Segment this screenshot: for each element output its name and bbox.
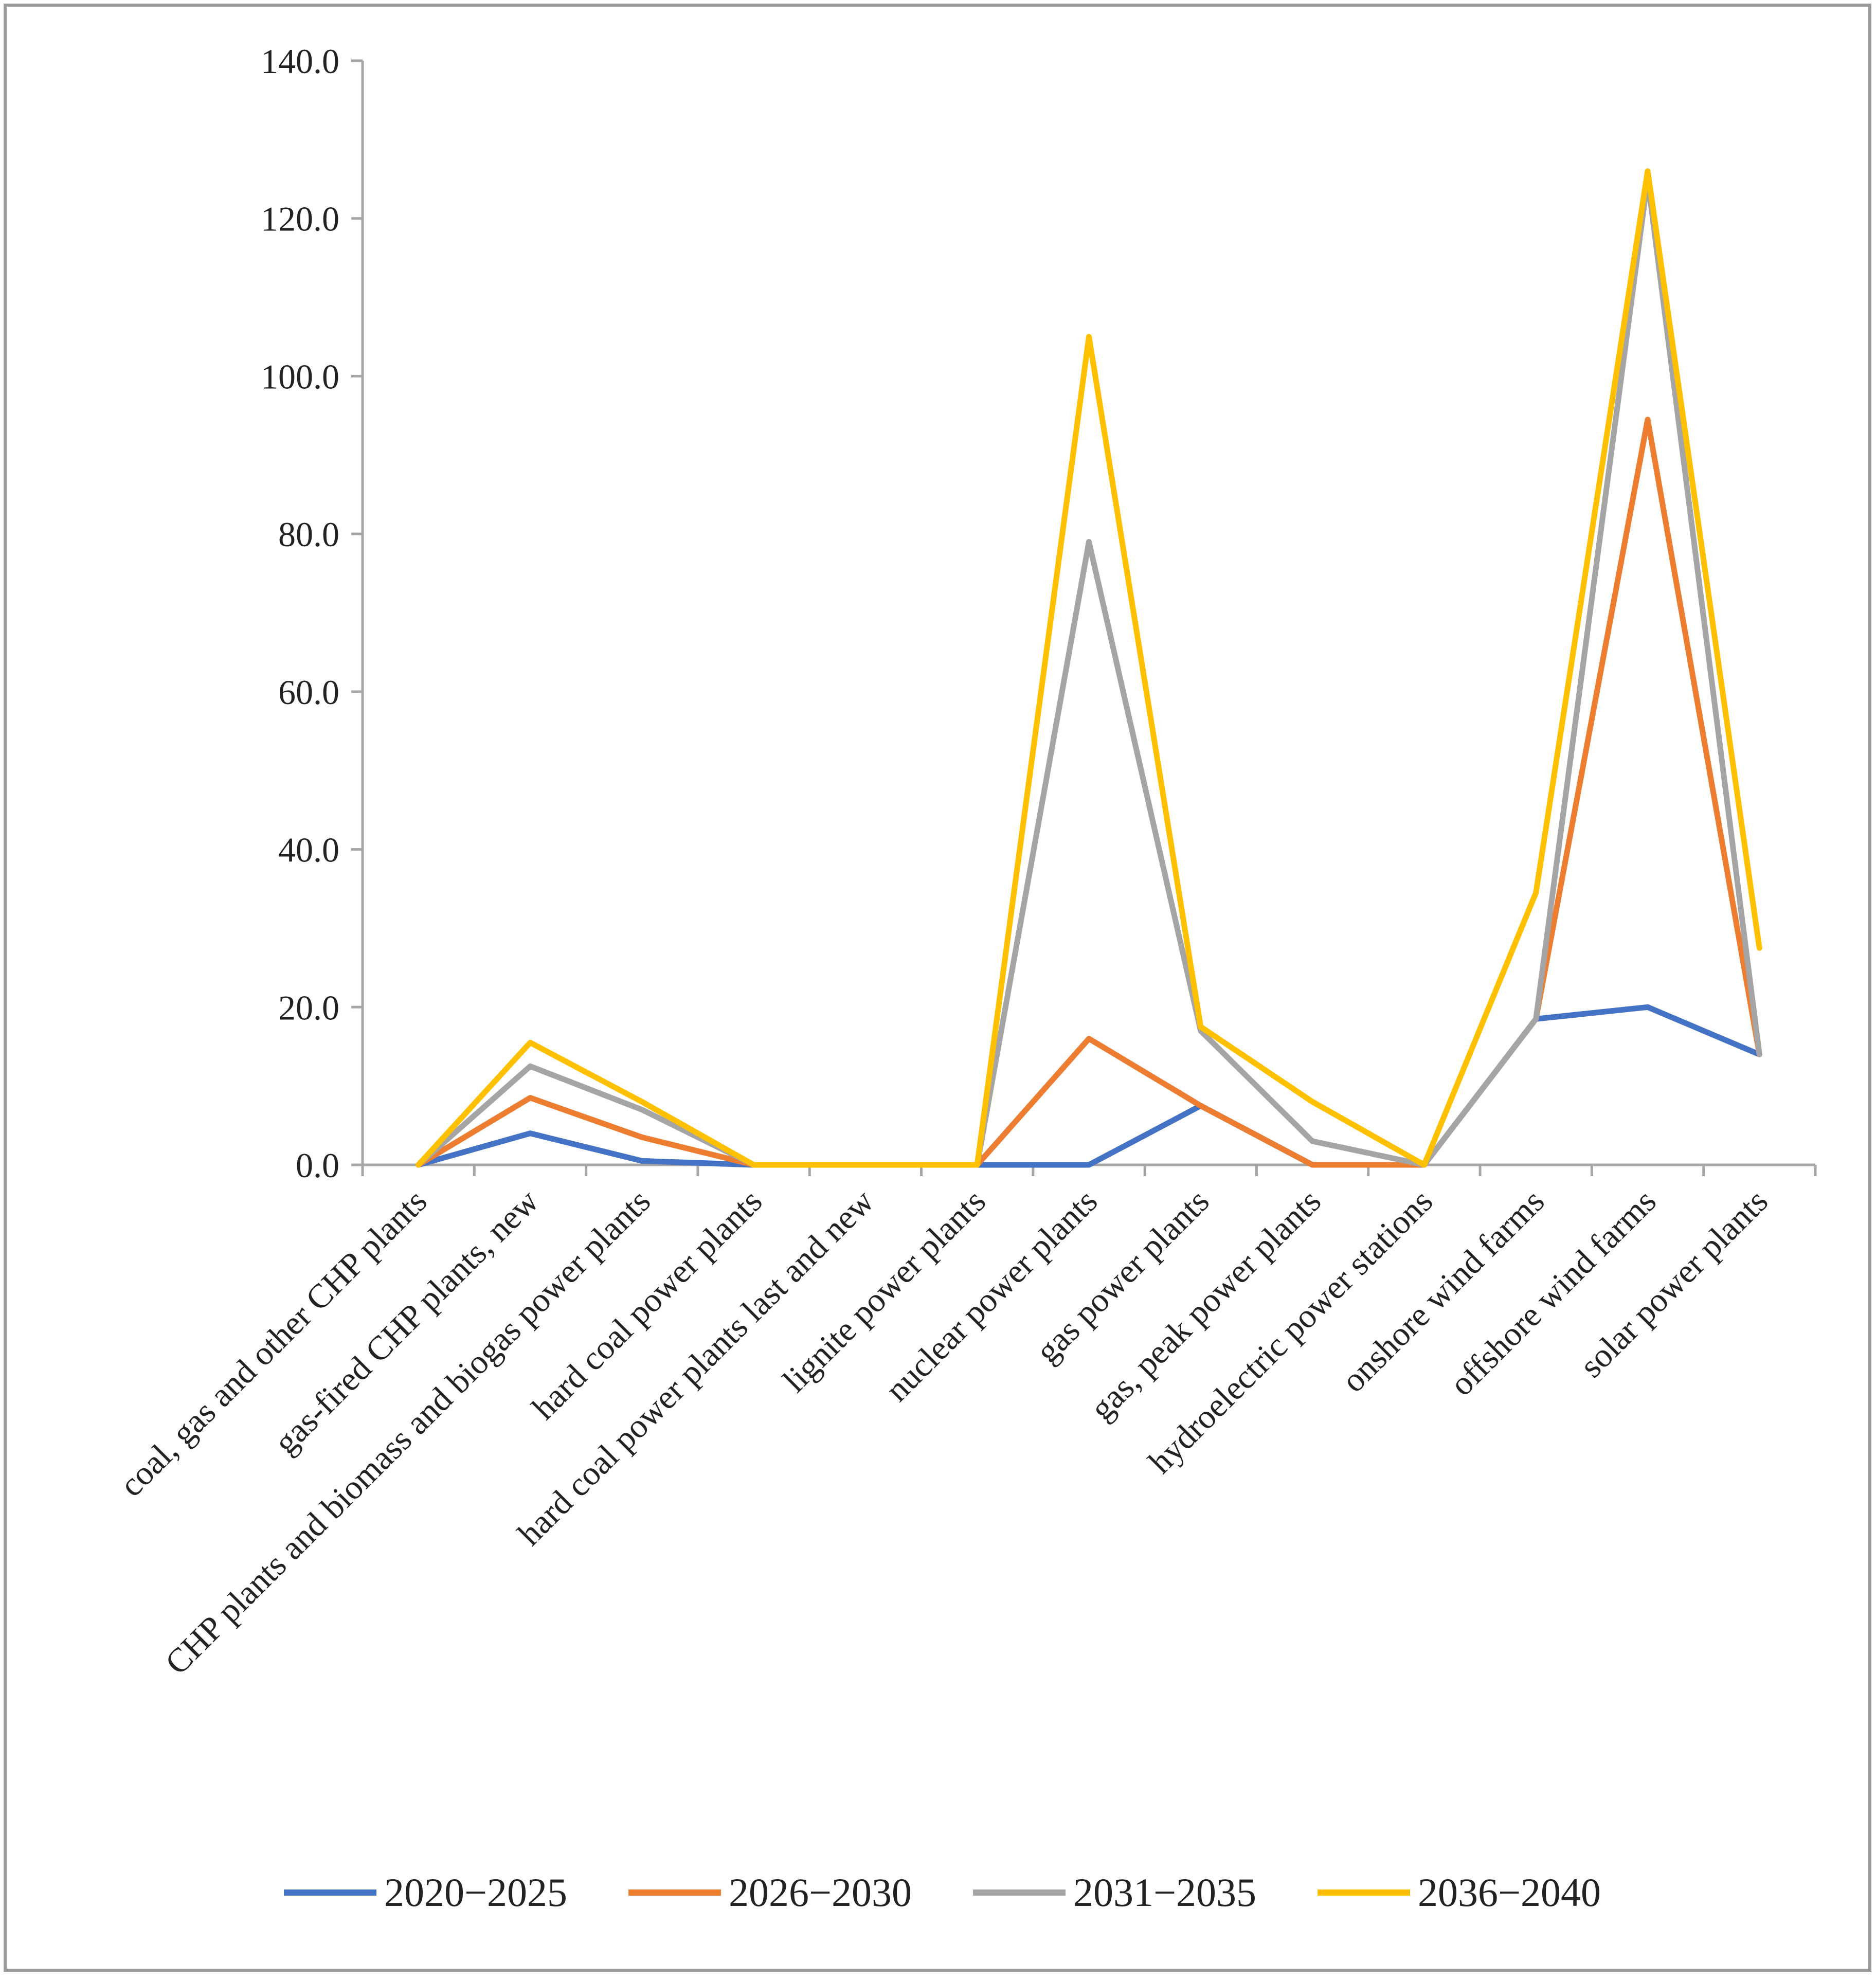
y-tick-label: 40.0	[278, 831, 339, 870]
legend-label: 2026−2030	[729, 1870, 912, 1915]
y-tick-label: 140.0	[261, 42, 339, 81]
y-tick-label: 0.0	[296, 1146, 339, 1185]
series-line-4	[416, 168, 1762, 1168]
legend-label: 2031−2035	[1073, 1870, 1256, 1915]
y-tick-label: 80.0	[278, 515, 339, 554]
chart-border	[4, 4, 1871, 1972]
legend: 2020−2025 2026−2030 2031−2035 2036−2040	[284, 1870, 1601, 1915]
series-line-3	[416, 176, 1762, 1168]
y-tick-label: 60.0	[278, 673, 339, 712]
series-lines	[416, 168, 1762, 1168]
y-tick-label: 100.0	[261, 357, 339, 396]
y-tick-label: 120.0	[261, 200, 339, 239]
y-tick-label: 20.0	[278, 988, 339, 1027]
legend-label: 2036−2040	[1418, 1870, 1601, 1915]
legend-label: 2020−2025	[384, 1870, 567, 1915]
